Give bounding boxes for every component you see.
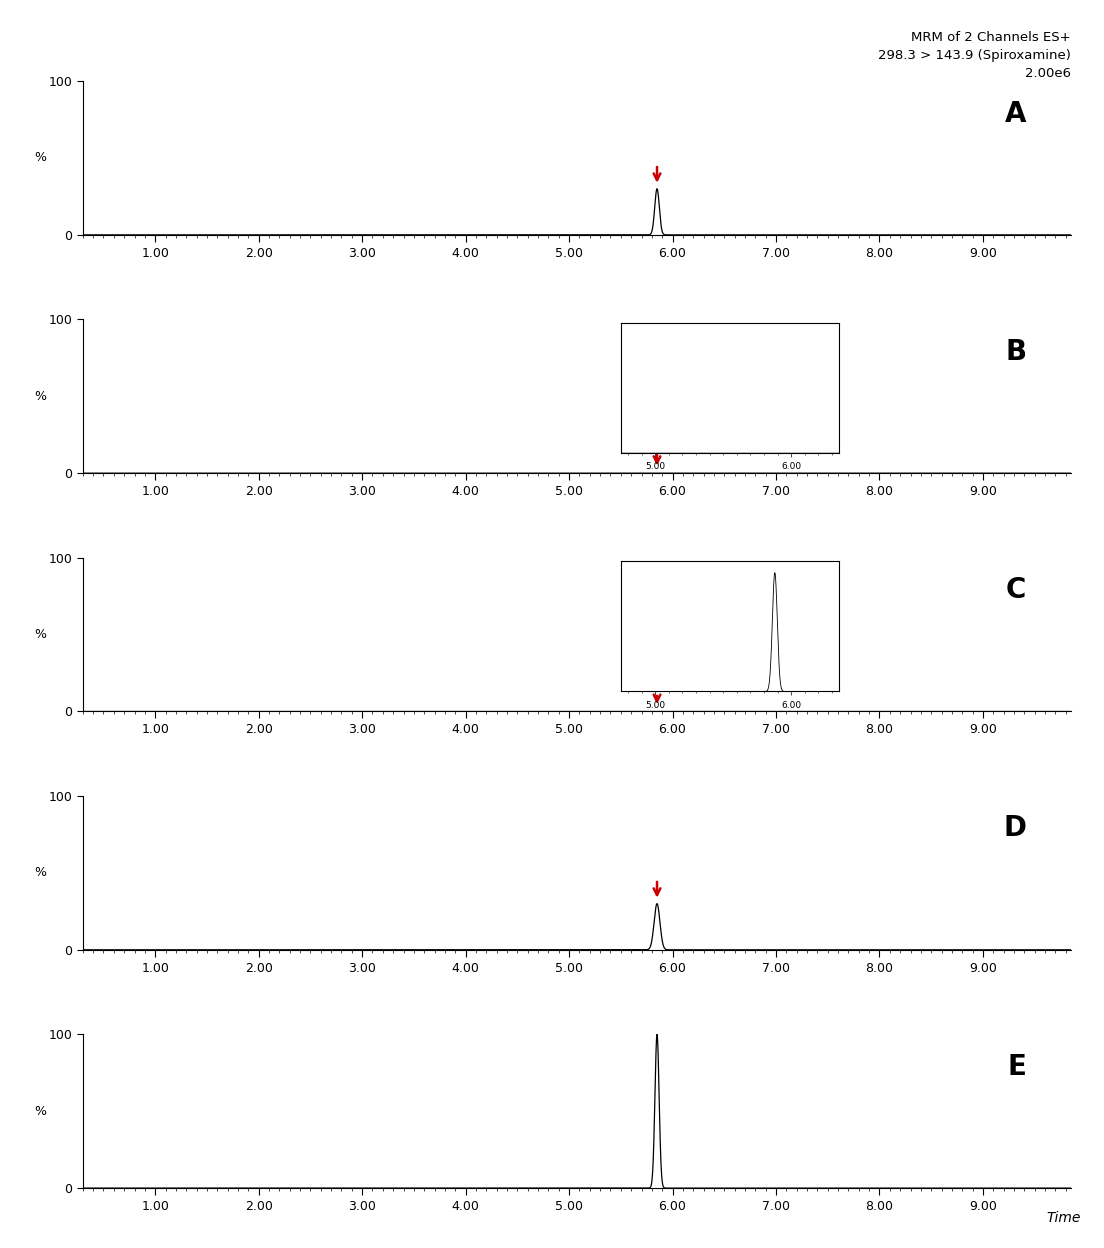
Y-axis label: %: %	[34, 151, 46, 165]
Text: E: E	[1008, 1053, 1027, 1081]
Text: C: C	[1006, 577, 1027, 604]
Y-axis label: %: %	[34, 866, 46, 880]
Y-axis label: %: %	[34, 389, 46, 403]
Text: B: B	[1006, 338, 1027, 366]
Y-axis label: %: %	[34, 628, 46, 641]
Y-axis label: %: %	[34, 1104, 46, 1118]
Text: MRM of 2 Channels ES+
298.3 > 143.9 (Spiroxamine)
2.00e6: MRM of 2 Channels ES+ 298.3 > 143.9 (Spi…	[878, 31, 1071, 80]
Text: Time: Time	[1047, 1211, 1081, 1226]
Text: A: A	[1005, 100, 1027, 127]
Text: D: D	[1004, 815, 1027, 842]
